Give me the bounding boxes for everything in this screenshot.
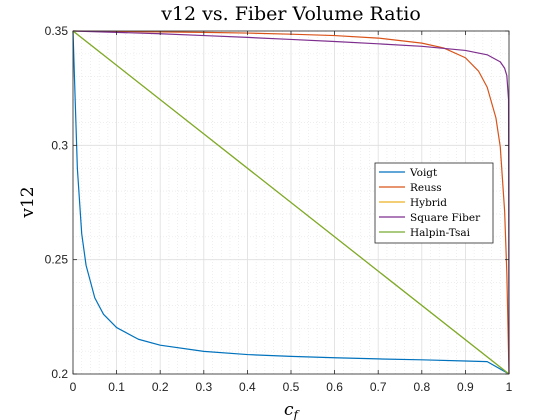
x-axis-label: cf: [284, 400, 301, 420]
tick-label-group: 0 0.1 0.2 0.3 0.4 0.5 0.6 0.7 0.8 0.9 1 0.2 0.25 0.3 0…: [45, 24, 513, 394]
x-tick-label: 0.2: [152, 380, 169, 394]
series-group: [72, 30, 510, 375]
x-tick-label: 0.7: [370, 380, 387, 394]
x-tick-label: 0.3: [195, 380, 212, 394]
x-tick-label: 0.8: [413, 380, 430, 394]
legend-box: [374, 162, 494, 244]
legend-label-voigt: Voigt: [409, 167, 438, 179]
tick-group: [72, 30, 510, 375]
x-axis-label-subscript: f: [293, 408, 301, 420]
y-axis-label: v12: [18, 186, 38, 218]
y-tick-label: 0.35: [45, 24, 69, 38]
x-tick-label: 0.4: [239, 380, 256, 394]
chart-title: v12 vs. Fiber Volume Ratio: [160, 3, 421, 25]
series-line-voigt: [72, 30, 510, 375]
y-tick-label: 0.3: [51, 138, 68, 152]
x-tick-label: 0.6: [326, 380, 343, 394]
series-line-halpin-tsai: [72, 30, 510, 375]
y-tick-label: 0.2: [51, 367, 68, 381]
x-tick-label: 0.5: [283, 380, 300, 394]
series-line-square-fiber: [72, 30, 510, 375]
x-tick-label: 0.1: [108, 380, 125, 394]
x-tick-label: 0.9: [457, 380, 474, 394]
y-tick-label: 0.25: [45, 253, 69, 267]
series-line-reuss: [72, 30, 510, 375]
legend-label-reuss: Reuss: [410, 182, 442, 194]
x-tick-label: 0: [70, 380, 77, 394]
legend: Voigt Reuss Hybrid Square Fiber Halpin-Tsai: [374, 162, 494, 244]
x-axis-label-main: c: [284, 400, 294, 420]
x-tick-label: 1: [506, 380, 513, 394]
legend-label-halpin-tsai: Halpin-Tsai: [410, 227, 471, 239]
legend-label-square-fiber: Square Fiber: [410, 212, 481, 224]
legend-label-hybrid: Hybrid: [410, 197, 447, 209]
